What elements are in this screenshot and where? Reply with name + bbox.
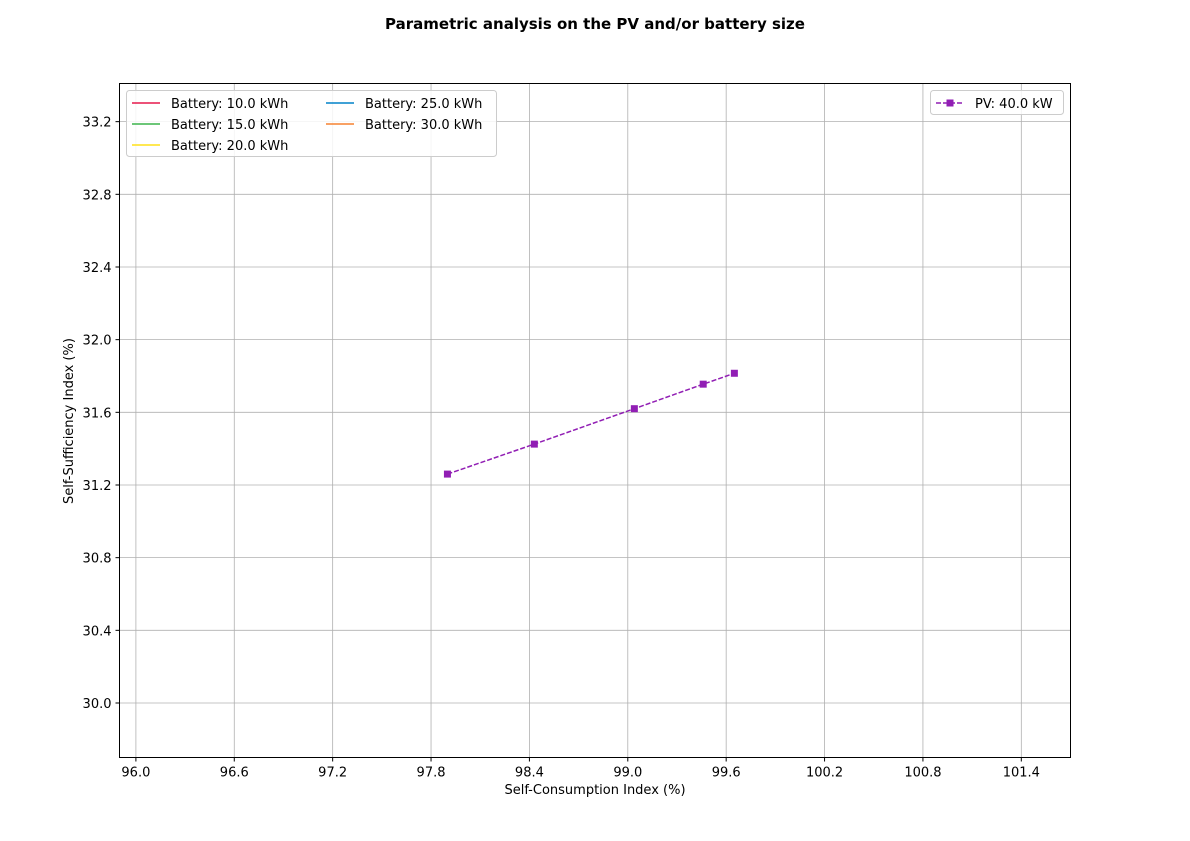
chart-title: Parametric analysis on the PV and/or bat… <box>385 15 805 33</box>
x-tick-label: 99.6 <box>712 766 741 781</box>
battery-legend-label: Battery: 30.0 kWh <box>365 118 482 133</box>
y-tick-label: 32.8 <box>83 188 112 203</box>
y-axis-ticks: 30.0 30.4 30.8 31.2 31.6 32.0 32.4 32.8 33.2 <box>83 116 120 712</box>
x-tick-label: 97.2 <box>318 766 347 781</box>
x-tick-label: 99.0 <box>613 766 642 781</box>
series-point-pv <box>630 405 638 413</box>
series-point-pv <box>730 369 738 377</box>
battery-legend-label: Battery: 25.0 kWh <box>365 97 482 112</box>
x-tick-label: 100.8 <box>904 766 941 781</box>
y-tick-label: 33.2 <box>83 116 112 131</box>
y-tick-label: 30.0 <box>83 697 112 712</box>
y-tick-label: 32.0 <box>83 334 112 349</box>
y-tick-label: 31.6 <box>83 406 112 421</box>
series-point-pv <box>530 440 538 448</box>
y-tick-label: 32.4 <box>83 261 112 276</box>
x-tick-label: 96.6 <box>220 766 249 781</box>
battery-legend-label: Battery: 20.0 kWh <box>171 139 288 154</box>
series-layer <box>443 369 738 478</box>
series-point-pv <box>699 380 707 388</box>
grid-lines <box>119 83 1071 758</box>
y-axis-label: Self-Sufficiency Index (%) <box>62 338 77 504</box>
pv-legend-label: PV: 40.0 kW <box>975 97 1053 112</box>
y-tick-label: 30.8 <box>83 552 112 567</box>
x-tick-label: 98.4 <box>515 766 544 781</box>
battery-legend-items: Battery: 10.0 kWh Battery: 15.0 kWh Batter… <box>132 97 482 154</box>
pv-legend: PV: 40.0 kW <box>930 90 1064 115</box>
x-axis-ticks: 96.0 96.6 97.2 97.8 98.4 99.0 99.6 100.2 100.8 10… <box>121 757 1040 781</box>
battery-legend-box <box>126 90 497 157</box>
y-tick-label: 30.4 <box>83 624 112 639</box>
battery-legend: Battery: 10.0 kWh Battery: 15.0 kWh Batter… <box>126 90 497 157</box>
battery-legend-label: Battery: 15.0 kWh <box>171 118 288 133</box>
pv-legend-box <box>930 90 1064 115</box>
x-tick-label: 97.8 <box>417 766 446 781</box>
x-axis-label: Self-Consumption Index (%) <box>504 783 685 798</box>
plot-area-frame <box>119 83 1071 758</box>
x-tick-label: 96.0 <box>121 766 150 781</box>
x-tick-label: 101.4 <box>1003 766 1040 781</box>
y-tick-label: 31.2 <box>83 479 112 494</box>
pv-legend-marker <box>946 99 954 107</box>
x-tick-label: 100.2 <box>806 766 843 781</box>
battery-legend-label: Battery: 10.0 kWh <box>171 97 288 112</box>
series-point-pv <box>443 470 451 478</box>
series-line-pv <box>447 372 735 475</box>
